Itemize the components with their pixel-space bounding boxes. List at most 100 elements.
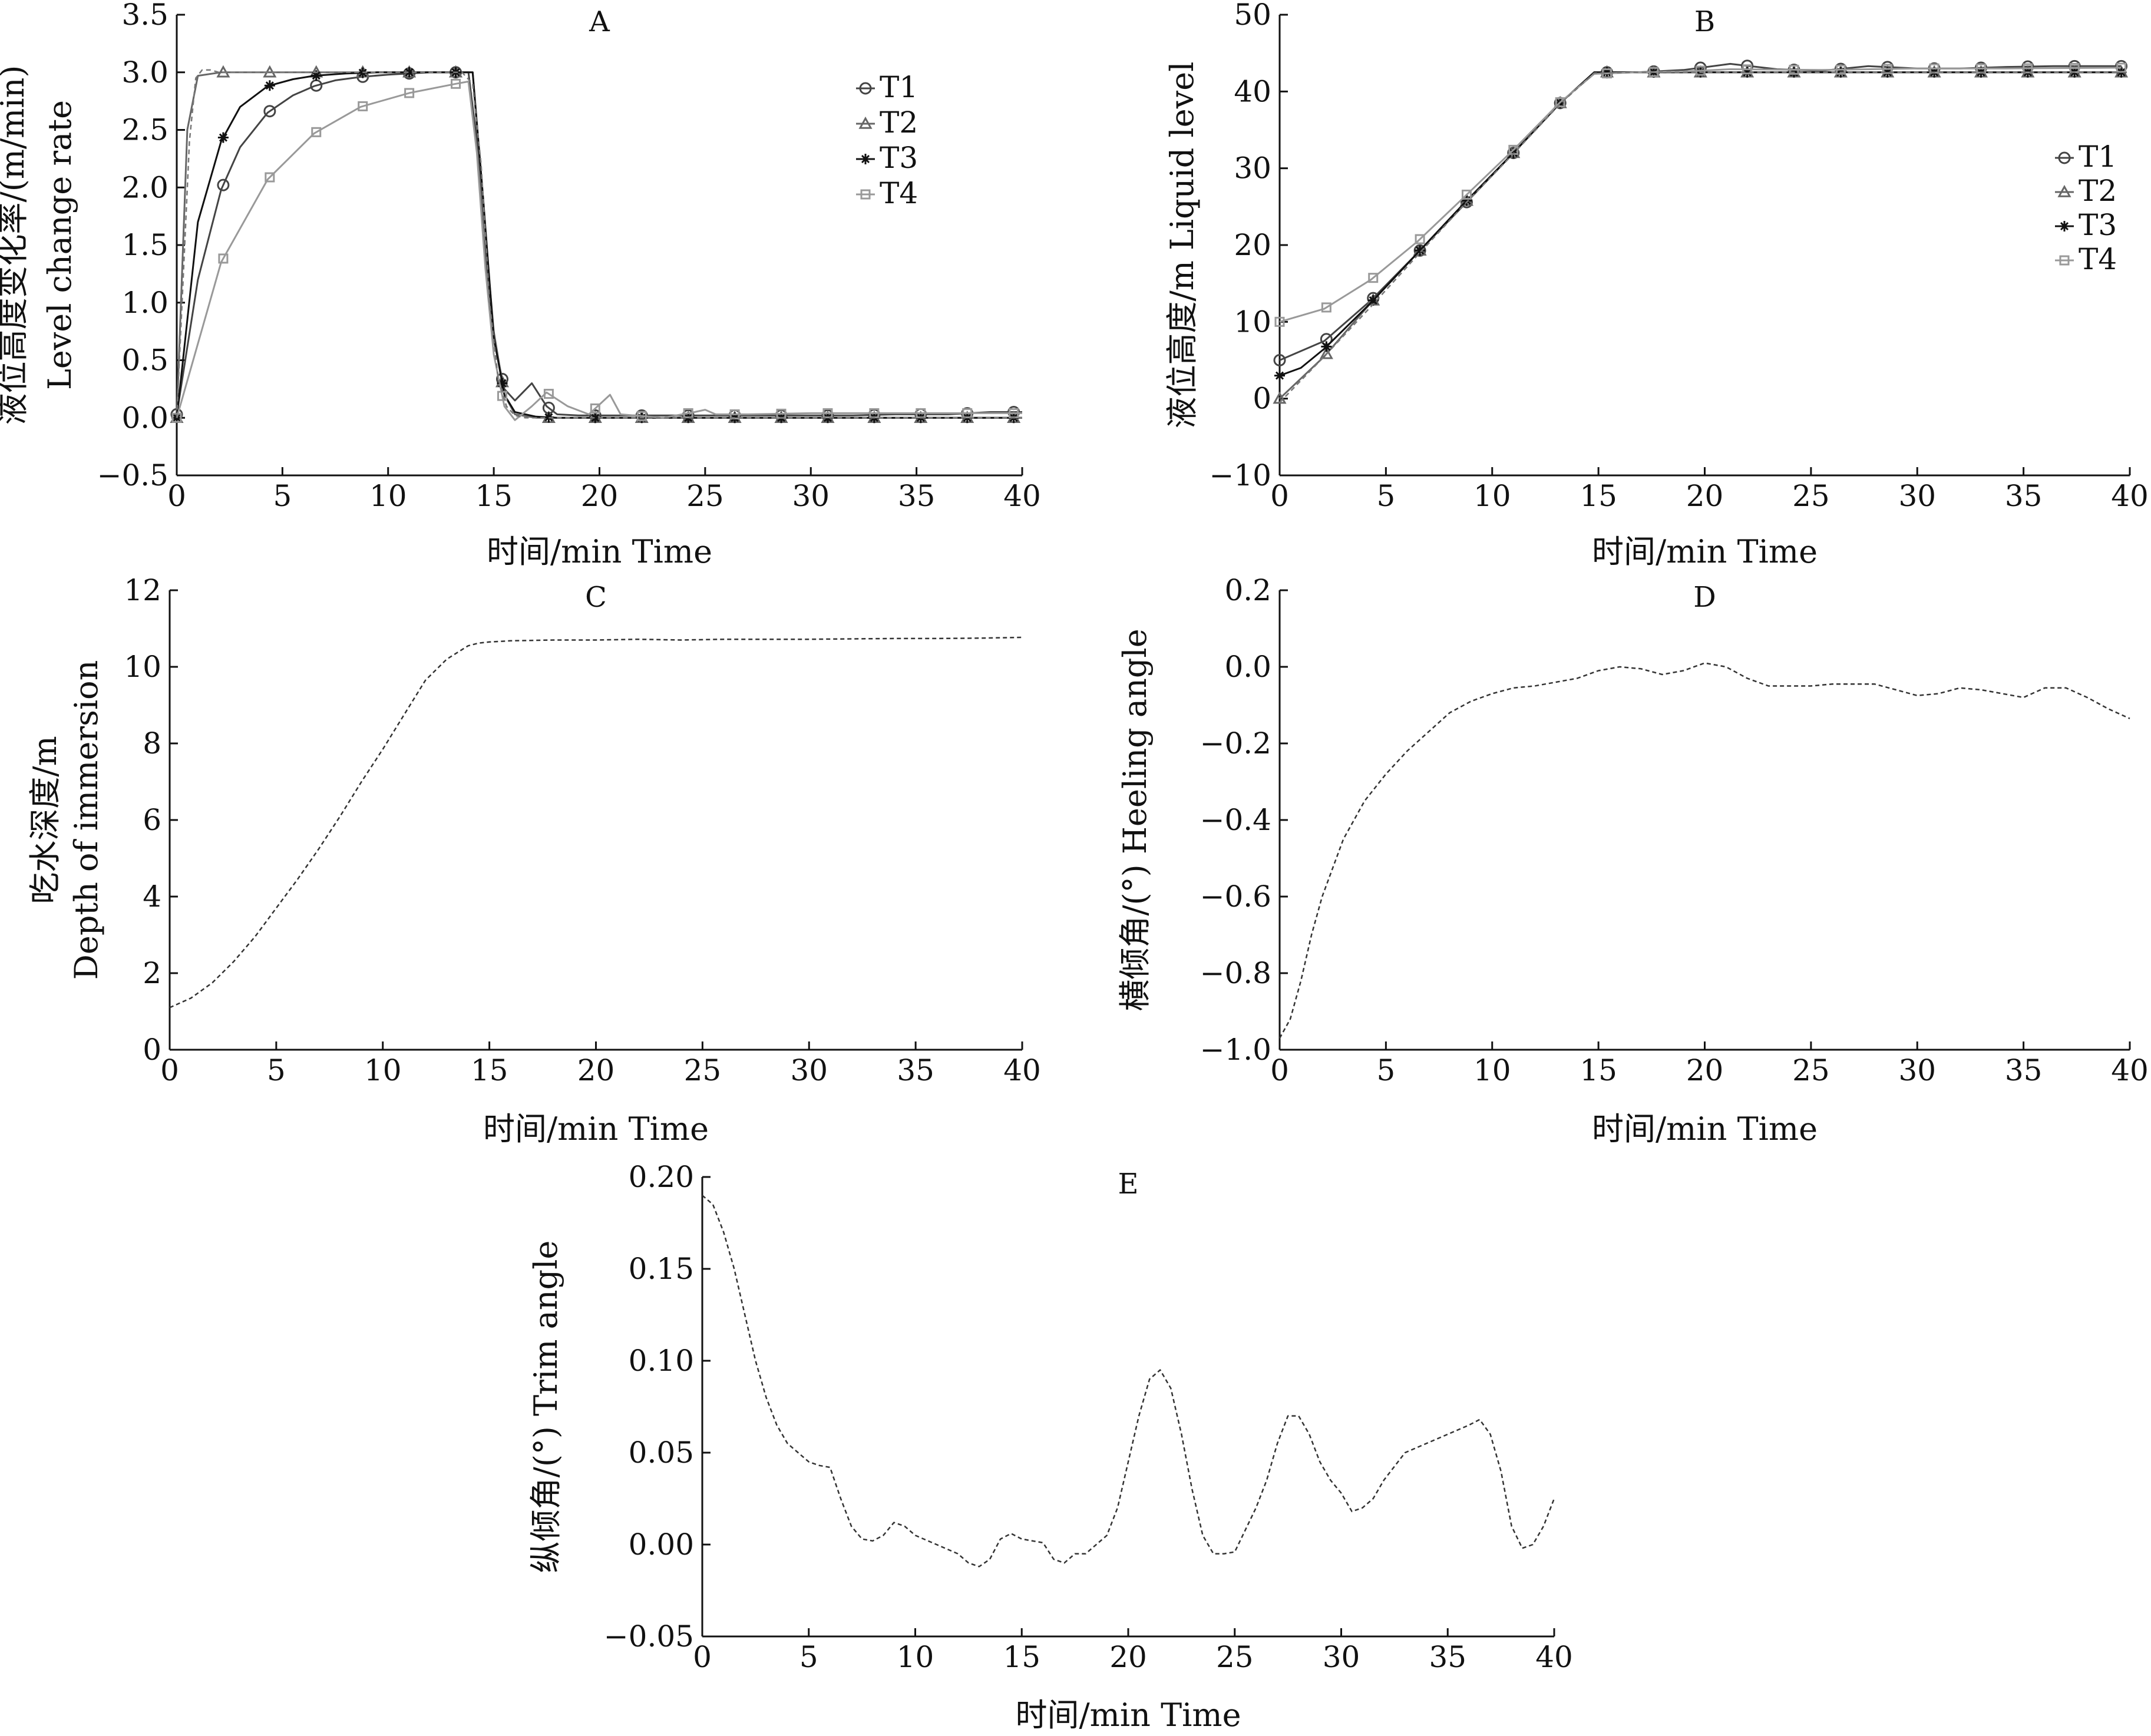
panel-title: E (1118, 1168, 1138, 1201)
y-tick-label: 0.0 (1224, 650, 1271, 684)
data-point (217, 178, 230, 191)
x-tick-label: 40 (1003, 479, 1041, 513)
y-tick-label: −1.0 (1200, 1033, 1271, 1067)
series-dashed-4 (1279, 71, 2122, 404)
y-tick-label: −0.05 (604, 1619, 694, 1654)
y-tick-label: 40 (1234, 74, 1271, 108)
legend-label: T2 (880, 105, 918, 140)
x-axis-label: 时间/min Time (1592, 1110, 1818, 1148)
y-tick-label: 0.0 (121, 401, 168, 435)
x-tick-label: 25 (1792, 479, 1830, 513)
x-tick-label: 10 (369, 479, 407, 513)
y-tick-label: 20 (1234, 228, 1271, 262)
data-point (310, 70, 322, 81)
y-tick-label: 3.5 (121, 0, 168, 32)
legend-label: T1 (880, 70, 918, 104)
x-tick-label: 15 (475, 479, 513, 513)
y-tick-label: 0.20 (629, 1160, 694, 1194)
data-point (1367, 295, 1379, 306)
x-tick-label: 20 (1109, 1640, 1147, 1674)
legend-label: T4 (2079, 242, 2117, 276)
panel-title: B (1694, 5, 1715, 38)
y-tick-label: 3.0 (121, 55, 168, 90)
series-line (176, 80, 1022, 421)
panel-a: 0 5 10 15 20 25 30 35 40 −0.5 0.0 0.5 1.0 1.5 2.0 2.5 3.… (0, 0, 1041, 570)
y-axis-label: 横倾角/(°) Heeling angle (1116, 629, 1154, 1011)
series-dashed-0 (702, 1195, 1555, 1568)
x-tick-label: 35 (898, 479, 936, 513)
panel-d: 0 5 10 15 20 25 30 35 40 −1.0 −0.8 −0.6 −0.4 −0.2 0.0 0… (1116, 573, 2149, 1148)
x-tick-label: 40 (2111, 1053, 2149, 1087)
series-line (176, 69, 1022, 419)
legend-label: T4 (880, 176, 918, 210)
data-point (1882, 64, 1893, 74)
y-tick-label: 0.5 (121, 343, 168, 378)
y-tick-label: 12 (124, 573, 161, 607)
panel-c: 0 5 10 15 20 25 30 35 40 0 2 4 6 8 10 12 C 时间/min Time 吃水深… (27, 573, 1041, 1148)
x-tick-label: 20 (577, 1053, 615, 1087)
data-point (265, 172, 275, 183)
legend-label: T1 (2079, 140, 2117, 174)
data-point (543, 389, 554, 399)
panel-e: 0 5 10 15 20 25 30 35 40 −0.05 0.00 0.05 0.10 0.15 0.2… (527, 1160, 1573, 1734)
x-tick-label: 15 (1003, 1640, 1040, 1674)
data-point (264, 80, 275, 91)
data-point (1274, 370, 1285, 381)
x-tick-label: 30 (1898, 1053, 1936, 1087)
x-tick-label: 35 (1429, 1640, 1466, 1674)
x-tick-label: 25 (686, 479, 724, 513)
data-point (1695, 65, 1706, 76)
data-point (1648, 67, 1659, 77)
series-line (1279, 71, 2122, 404)
y-axis-label: 纵倾角/(°) Trim angle (527, 1241, 564, 1573)
data-point (311, 127, 322, 137)
y-tick-label: 0.05 (629, 1436, 694, 1470)
legend-marker (858, 116, 873, 129)
x-tick-label: 10 (1473, 1053, 1511, 1087)
y-tick-label: 0.15 (629, 1252, 694, 1286)
x-tick-label: 30 (790, 1053, 828, 1087)
legend-item: T2 (856, 105, 918, 140)
x-axis-label: 时间/min Time (1015, 1697, 1241, 1734)
x-tick-label: 15 (1580, 479, 1617, 513)
x-tick-label: 5 (799, 1640, 818, 1674)
legend-label: T3 (2079, 208, 2117, 242)
y-tick-label: 1.5 (121, 228, 168, 262)
data-point (1368, 273, 1379, 283)
data-point (636, 411, 647, 421)
x-tick-label: 30 (1323, 1640, 1360, 1674)
y-tick-label: 2.0 (121, 170, 168, 204)
y-tick-label: 2 (143, 956, 161, 990)
data-point (1461, 189, 1472, 200)
data-point (1319, 346, 1333, 359)
legend-item: T4 (856, 176, 918, 210)
x-tick-label: 20 (1686, 1053, 1724, 1087)
legend-marker (860, 189, 871, 200)
y-tick-label: −0.2 (1200, 726, 1271, 760)
x-tick-label: 10 (1473, 479, 1511, 513)
x-axis-label: 时间/min Time (483, 1110, 709, 1148)
legend-item: T1 (2055, 140, 2117, 174)
series-line (1278, 662, 2130, 1039)
x-tick-label: 0 (693, 1640, 712, 1674)
y-tick-label: 10 (1234, 305, 1271, 339)
y-axis-label: 吃水深度/m (27, 736, 64, 904)
x-tick-label: 20 (581, 479, 619, 513)
x-tick-label: 0 (167, 479, 186, 513)
data-point (590, 403, 600, 414)
x-tick-label: 40 (1003, 1053, 1041, 1087)
data-point (404, 88, 415, 98)
y-tick-label: 2.5 (121, 113, 168, 147)
panel-title: D (1693, 581, 1716, 614)
data-point (217, 132, 229, 143)
series-dashed-0 (169, 636, 1023, 1008)
y-axis-label: Depth of immersion (68, 660, 105, 980)
data-point (2023, 63, 2033, 74)
legend-marker (860, 154, 871, 164)
data-point (1274, 316, 1285, 327)
legend-item: T3 (2055, 208, 2117, 242)
x-tick-label: 5 (1376, 1053, 1395, 1087)
panel-title: C (585, 581, 607, 614)
